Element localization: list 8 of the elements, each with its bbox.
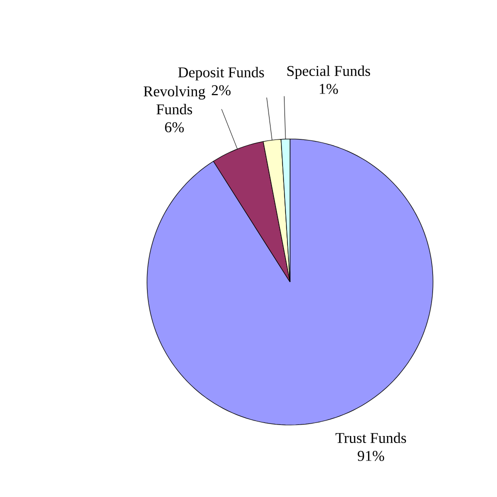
data-label: 2% [212,85,231,96]
data-label: 1% [320,84,338,94]
slice-label: Revolving Funds [144,86,206,114]
slice-label: Trust Funds [336,432,406,444]
data-label: 6% [165,122,184,132]
data-label: 91% [358,450,384,462]
slice-label: Special Funds [287,65,370,80]
slice-label: Deposit Funds [178,66,264,80]
